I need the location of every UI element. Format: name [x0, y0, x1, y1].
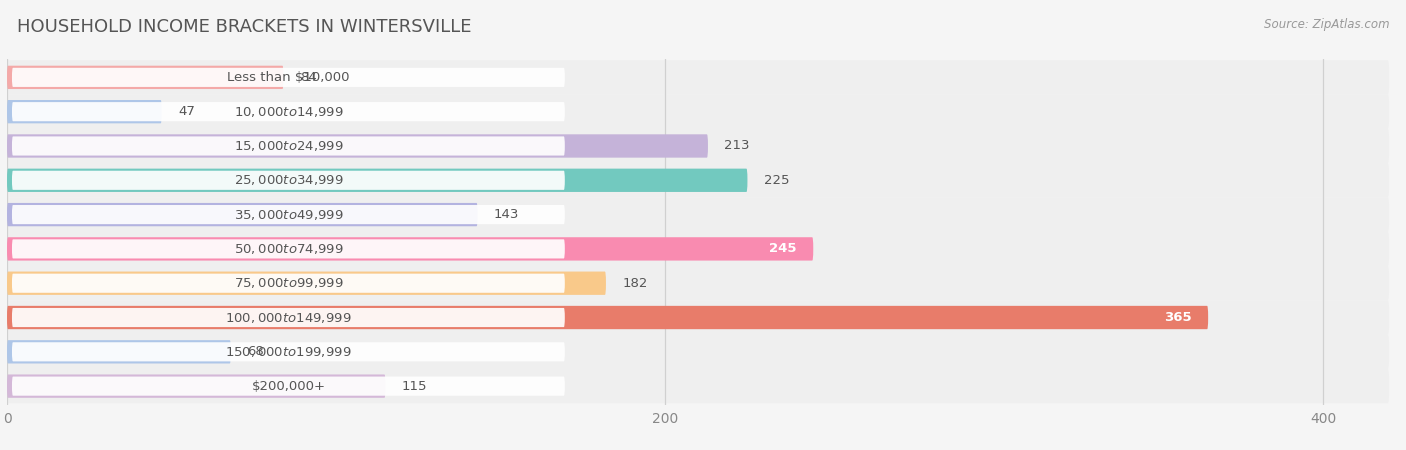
FancyBboxPatch shape	[7, 60, 1389, 94]
Text: 115: 115	[402, 380, 427, 393]
Text: $15,000 to $24,999: $15,000 to $24,999	[233, 139, 343, 153]
FancyBboxPatch shape	[13, 342, 565, 361]
FancyBboxPatch shape	[7, 129, 1389, 163]
FancyBboxPatch shape	[13, 205, 565, 224]
Text: HOUSEHOLD INCOME BRACKETS IN WINTERSVILLE: HOUSEHOLD INCOME BRACKETS IN WINTERSVILL…	[17, 18, 471, 36]
FancyBboxPatch shape	[7, 198, 1389, 232]
Text: 68: 68	[247, 345, 264, 358]
Text: Source: ZipAtlas.com: Source: ZipAtlas.com	[1264, 18, 1389, 31]
FancyBboxPatch shape	[7, 369, 1389, 403]
FancyBboxPatch shape	[7, 169, 748, 192]
FancyBboxPatch shape	[13, 239, 565, 258]
FancyBboxPatch shape	[13, 102, 565, 121]
Text: 365: 365	[1164, 311, 1192, 324]
FancyBboxPatch shape	[13, 68, 565, 87]
FancyBboxPatch shape	[7, 94, 1389, 129]
FancyBboxPatch shape	[7, 100, 162, 123]
Text: 182: 182	[623, 277, 648, 290]
Text: $100,000 to $149,999: $100,000 to $149,999	[225, 310, 352, 324]
Text: $35,000 to $49,999: $35,000 to $49,999	[233, 207, 343, 221]
FancyBboxPatch shape	[13, 377, 565, 396]
FancyBboxPatch shape	[13, 171, 565, 190]
FancyBboxPatch shape	[7, 271, 606, 295]
Text: 47: 47	[179, 105, 195, 118]
FancyBboxPatch shape	[7, 306, 1208, 329]
FancyBboxPatch shape	[7, 340, 231, 364]
Text: 143: 143	[494, 208, 519, 221]
Text: Less than $10,000: Less than $10,000	[228, 71, 350, 84]
Text: 84: 84	[299, 71, 316, 84]
FancyBboxPatch shape	[7, 300, 1389, 335]
Text: 225: 225	[763, 174, 789, 187]
Text: $50,000 to $74,999: $50,000 to $74,999	[233, 242, 343, 256]
Text: $10,000 to $14,999: $10,000 to $14,999	[233, 105, 343, 119]
FancyBboxPatch shape	[13, 274, 565, 293]
FancyBboxPatch shape	[7, 335, 1389, 369]
Text: 245: 245	[769, 243, 797, 256]
FancyBboxPatch shape	[7, 66, 284, 89]
FancyBboxPatch shape	[7, 266, 1389, 300]
FancyBboxPatch shape	[7, 163, 1389, 198]
FancyBboxPatch shape	[7, 134, 709, 158]
Text: $75,000 to $99,999: $75,000 to $99,999	[233, 276, 343, 290]
FancyBboxPatch shape	[7, 374, 385, 398]
FancyBboxPatch shape	[13, 136, 565, 156]
FancyBboxPatch shape	[7, 203, 478, 226]
Text: $200,000+: $200,000+	[252, 380, 325, 393]
Text: $25,000 to $34,999: $25,000 to $34,999	[233, 173, 343, 187]
Text: $150,000 to $199,999: $150,000 to $199,999	[225, 345, 352, 359]
FancyBboxPatch shape	[7, 232, 1389, 266]
FancyBboxPatch shape	[7, 237, 813, 261]
FancyBboxPatch shape	[13, 308, 565, 327]
Text: 213: 213	[724, 140, 749, 153]
